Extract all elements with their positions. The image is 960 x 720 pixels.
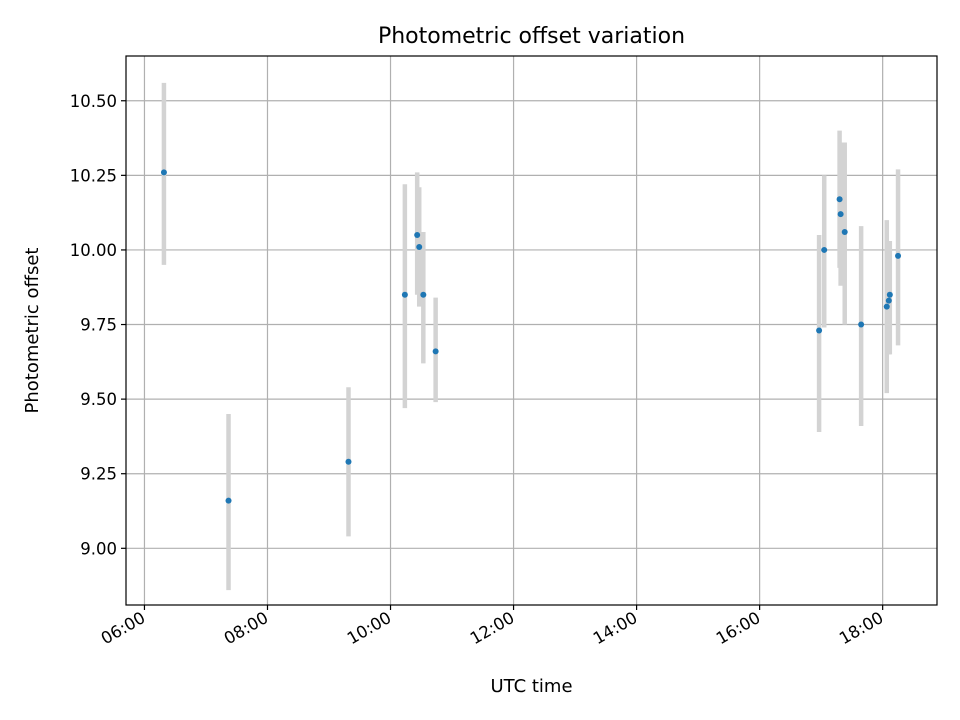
y-tick-label: 10.00	[70, 241, 117, 260]
data-point	[836, 196, 843, 203]
plot-frame	[125, 55, 938, 606]
data-point	[841, 229, 848, 236]
data-point	[420, 291, 427, 298]
data-point	[416, 243, 423, 250]
data-point	[345, 458, 352, 465]
y-axis-label: Photometric offset	[22, 248, 43, 414]
data-point	[858, 321, 865, 328]
y-tick-label: 9.75	[80, 316, 117, 335]
data-point	[432, 348, 439, 355]
data-point	[885, 297, 892, 304]
y-tick-label: 9.00	[80, 539, 117, 558]
y-tick-label: 10.50	[70, 92, 117, 111]
data-point	[401, 291, 408, 298]
x-axis-label: UTC time	[490, 676, 572, 697]
chart-title: Photometric offset variation	[378, 24, 685, 49]
data-point	[837, 211, 844, 218]
data-point	[883, 303, 890, 310]
data-point	[225, 497, 232, 504]
data-point	[414, 232, 421, 239]
plot-area	[126, 56, 937, 605]
data-point	[821, 246, 828, 253]
data-point	[895, 252, 902, 259]
grid	[126, 56, 937, 605]
data-point	[160, 169, 167, 176]
y-tick-label: 9.50	[80, 390, 117, 409]
y-tick-label: 9.25	[80, 465, 117, 484]
y-axis-ticks: 9.00 9.25 9.50 9.75 10.00 10.25 10.50	[70, 92, 126, 558]
data-point	[816, 327, 823, 334]
data-point	[886, 291, 893, 298]
data-markers	[160, 169, 902, 504]
y-tick-label: 10.25	[70, 166, 117, 185]
